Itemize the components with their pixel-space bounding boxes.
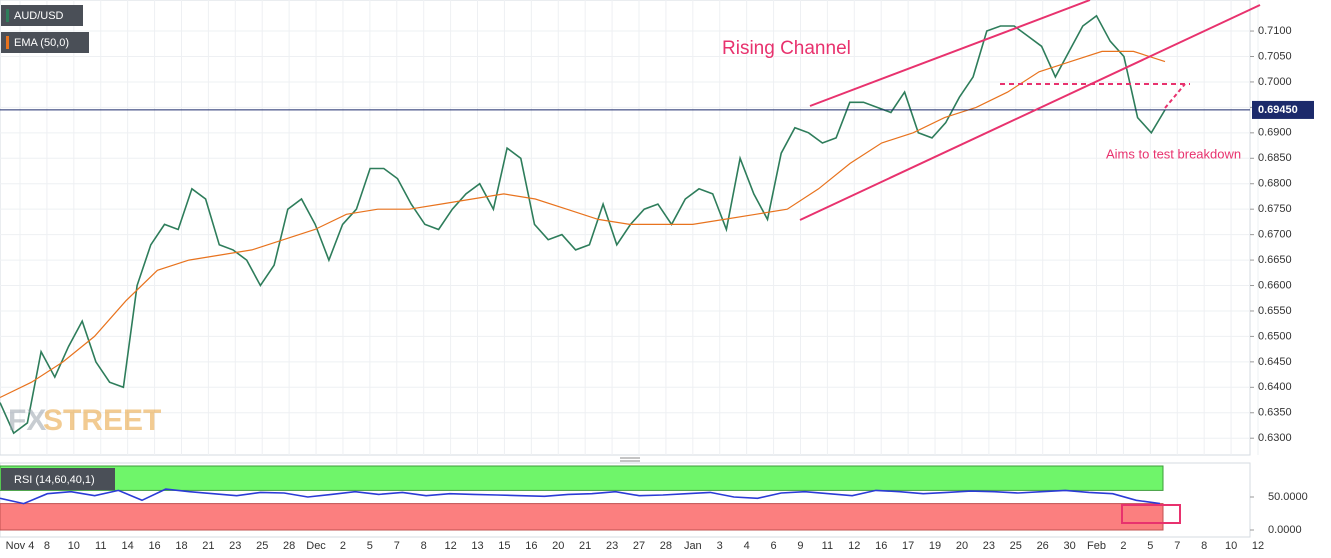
x-tick-label: Jan: [684, 540, 702, 552]
x-tick-label: 21: [202, 540, 214, 552]
x-tick-label: 8: [1201, 540, 1207, 552]
x-tick-label: 7: [394, 540, 400, 552]
x-tick-label: 3: [717, 540, 723, 552]
x-tick-label: Dec: [306, 540, 326, 552]
ema-swatch: [6, 36, 9, 49]
x-tick-label: 12: [444, 540, 456, 552]
y-tick-label: 0.6900: [1258, 127, 1292, 139]
x-tick-label: Feb: [1087, 540, 1106, 552]
x-tick-label: 13: [471, 540, 483, 552]
y-tick-label: 0.6450: [1258, 356, 1292, 368]
last-price-box: [1252, 100, 1314, 119]
y-tick-label: 0.6750: [1258, 203, 1292, 215]
y-tick-label: 0.6300: [1258, 432, 1292, 444]
x-tick-label: 27: [633, 540, 645, 552]
y-tick-label: 0.6550: [1258, 305, 1292, 317]
x-tick-label: 23: [606, 540, 618, 552]
x-tick-label: 20: [956, 540, 968, 552]
x-axis: Nov 4 8 10 11 14 16 18 21 23 25 28 Dec 2 5 7 8 12 13 15 16 2…: [6, 540, 1265, 552]
ema-box: [1, 32, 89, 53]
x-tick-label: 25: [256, 540, 268, 552]
x-tick-label: 5: [367, 540, 373, 552]
overlay-line: [0, 50, 1166, 399]
x-tick-label: 18: [175, 540, 187, 552]
symbol-box: [1, 5, 83, 26]
x-tick-label: 16: [148, 540, 160, 552]
y-tick-label: 0.7100: [1258, 25, 1292, 37]
annotation: Rising Channel: [722, 38, 851, 59]
x-tick-label: 8: [44, 540, 50, 552]
y-tick-label: 0.6500: [1258, 330, 1292, 342]
x-tick-label: 12: [1252, 540, 1264, 552]
channel-lower: [799, 4, 1261, 221]
price-layer: 0.6300 0.6350 0.6400 0.6450 0.6500 0.6550 0.66…: [0, 0, 1314, 455]
legend-symbol: AUD/USD: [14, 10, 64, 22]
watermark: STREET: [43, 404, 161, 437]
x-tick-label: 25: [1010, 540, 1022, 552]
x-tick-label: 26: [1037, 540, 1049, 552]
y-tick-label: 0.7000: [1258, 76, 1292, 88]
overbought-band: [0, 465, 1164, 491]
x-tick-label: 8: [421, 540, 427, 552]
y-tick-label: 0.6850: [1258, 152, 1292, 164]
x-tick-label: 28: [283, 540, 295, 552]
price-panel: [0, 0, 1251, 456]
annotation: Aims to test breakdown: [1106, 146, 1241, 161]
x-tick-label: 17: [902, 540, 914, 552]
watermark: FX: [8, 404, 46, 437]
projection: [1164, 83, 1186, 109]
x-tick-label: 14: [122, 540, 134, 552]
y-tick-label: 0.6400: [1258, 381, 1292, 393]
x-tick-label: 20: [552, 540, 564, 552]
y-tick-label: 0.6700: [1258, 229, 1292, 241]
y-tick-label: 0.6350: [1258, 407, 1292, 419]
x-tick-label: 15: [498, 540, 510, 552]
x-tick-label: 28: [660, 540, 672, 552]
y-tick-label: 0.7050: [1258, 50, 1292, 62]
y-tick-label: 0.6800: [1258, 178, 1292, 190]
rsi-highlight: [1121, 504, 1181, 524]
x-tick-label: Nov 4: [6, 540, 35, 552]
oversold-band: [0, 503, 1164, 531]
x-tick-label: 19: [929, 540, 941, 552]
x-tick-label: 16: [875, 540, 887, 552]
y-tick-label: 0.0000: [1268, 524, 1302, 536]
y-tick-label: 0.6600: [1258, 279, 1292, 291]
x-tick-label: 10: [1225, 540, 1237, 552]
rsi-box: [1, 468, 115, 490]
last-price-label: 0.69450: [1258, 104, 1298, 116]
channel-upper: [809, 0, 1091, 107]
x-tick-label: 16: [525, 540, 537, 552]
x-tick-label: 21: [579, 540, 591, 552]
x-tick-label: 12: [848, 540, 860, 552]
x-tick-label: 2: [1120, 540, 1126, 552]
x-tick-label: 23: [229, 540, 241, 552]
x-tick-label: 30: [1063, 540, 1075, 552]
x-tick-label: 6: [771, 540, 777, 552]
legend-ema: EMA (50,0): [14, 37, 69, 49]
series-line: [0, 488, 1161, 505]
x-tick-label: 2: [340, 540, 346, 552]
series-line: [0, 14, 1166, 435]
rsi-layer: 50.0000 0.0000: [0, 465, 1308, 536]
x-tick-label: 5: [1147, 540, 1153, 552]
x-tick-label: 9: [797, 540, 803, 552]
x-tick-label: 23: [983, 540, 995, 552]
x-tick-label: 11: [95, 540, 106, 552]
y-tick-label: 0.6650: [1258, 254, 1292, 266]
x-tick-label: 10: [68, 540, 80, 552]
rsi-title: RSI (14,60,40,1): [14, 474, 95, 486]
y-tick-label: 50.0000: [1268, 491, 1308, 503]
x-tick-label: 4: [744, 540, 750, 552]
x-tick-label: 11: [822, 540, 833, 552]
symbol-swatch: [6, 9, 9, 22]
x-tick-label: 7: [1174, 540, 1180, 552]
